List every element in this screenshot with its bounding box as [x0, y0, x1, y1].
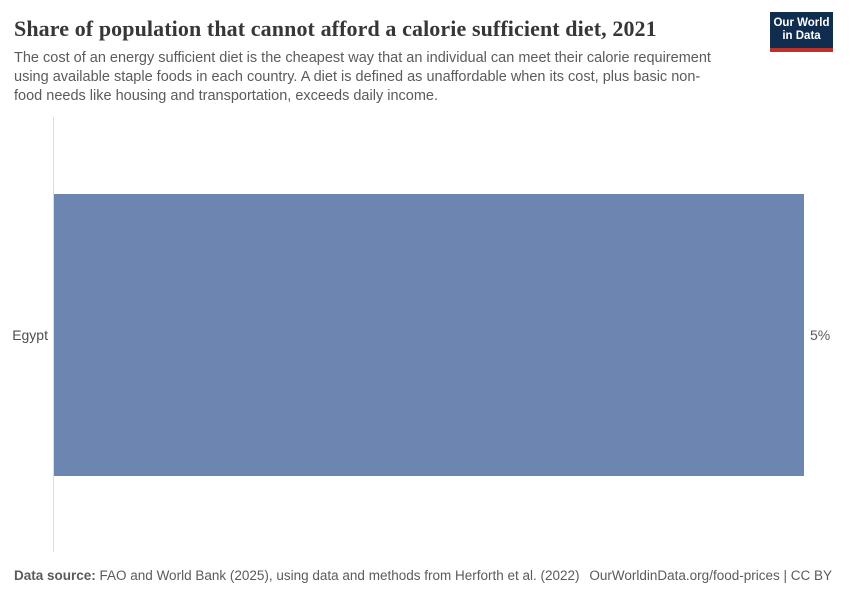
- owid-logo-line2: in Data: [782, 30, 821, 42]
- y-axis-line: [53, 117, 54, 552]
- owid-logo-red-stripe: [770, 48, 833, 52]
- chart-subtitle: The cost of an energy sufficient diet is…: [14, 50, 711, 104]
- data-source-label: Data source:: [14, 568, 96, 583]
- owid-logo-box: Our World in Data: [770, 12, 833, 48]
- value-label-egypt: 5%: [810, 327, 831, 343]
- data-source-text: FAO and World Bank (2025), using data an…: [95, 568, 580, 583]
- owid-logo-line1: Our World: [773, 17, 830, 29]
- owid-url-link[interactable]: OurWorldinData.org/food-prices | CC BY: [589, 568, 832, 583]
- chart-footer: Data source: FAO and World Bank (2025), …: [14, 568, 832, 583]
- entity-label-egypt[interactable]: Egypt: [12, 327, 48, 343]
- bar-egypt[interactable]: [54, 194, 804, 476]
- owid-logo: Our World in Data: [770, 12, 833, 52]
- data-source-note: Data source: FAO and World Bank (2025), …: [14, 568, 580, 583]
- plot-area: [54, 194, 804, 476]
- chart-title: Share of population that cannot afford a…: [14, 16, 657, 41]
